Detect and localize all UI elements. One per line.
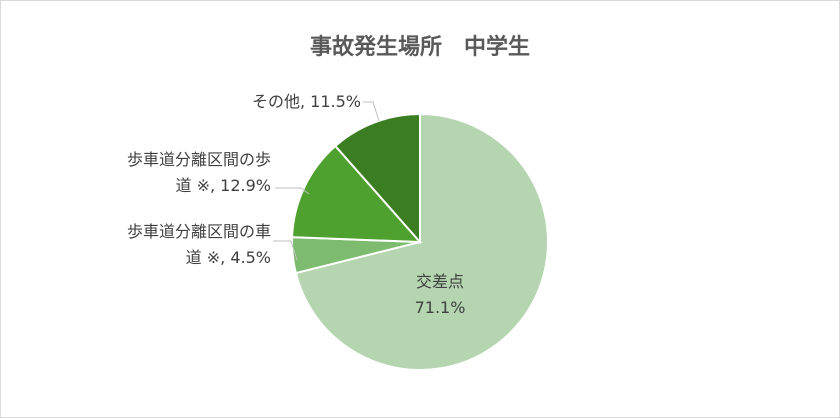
pie-slice	[333, 112, 421, 245]
category-label: 交差点	[415, 272, 464, 291]
category-label: 歩車道分離区間の車道 ※	[126, 222, 271, 267]
label-separator: ,	[300, 92, 311, 111]
data-label: 歩車道分離区間の歩道 ※, 12.9%	[121, 147, 271, 199]
pie-slice	[294, 112, 549, 371]
chart-title: 事故発生場所 中学生	[309, 35, 530, 60]
leader-line	[363, 101, 380, 122]
leader-line	[275, 187, 310, 195]
data-label: 交差点 71.1%	[395, 269, 485, 321]
label-separator: ,	[220, 248, 231, 267]
category-label: 歩車道分離区間の歩道 ※	[126, 150, 271, 195]
value-label: 11.5%	[310, 92, 361, 111]
data-label: 歩車道分離区間の車道 ※, 4.5%	[121, 219, 271, 271]
leader-line	[273, 240, 298, 261]
label-separator: ,	[210, 176, 221, 195]
pie-slice	[291, 144, 423, 244]
value-label: 4.5%	[230, 248, 271, 267]
value-label: 71.1%	[414, 298, 466, 317]
data-label: その他, 11.5%	[211, 89, 361, 115]
category-label: その他	[251, 92, 300, 111]
value-label: 12.9%	[220, 176, 271, 195]
